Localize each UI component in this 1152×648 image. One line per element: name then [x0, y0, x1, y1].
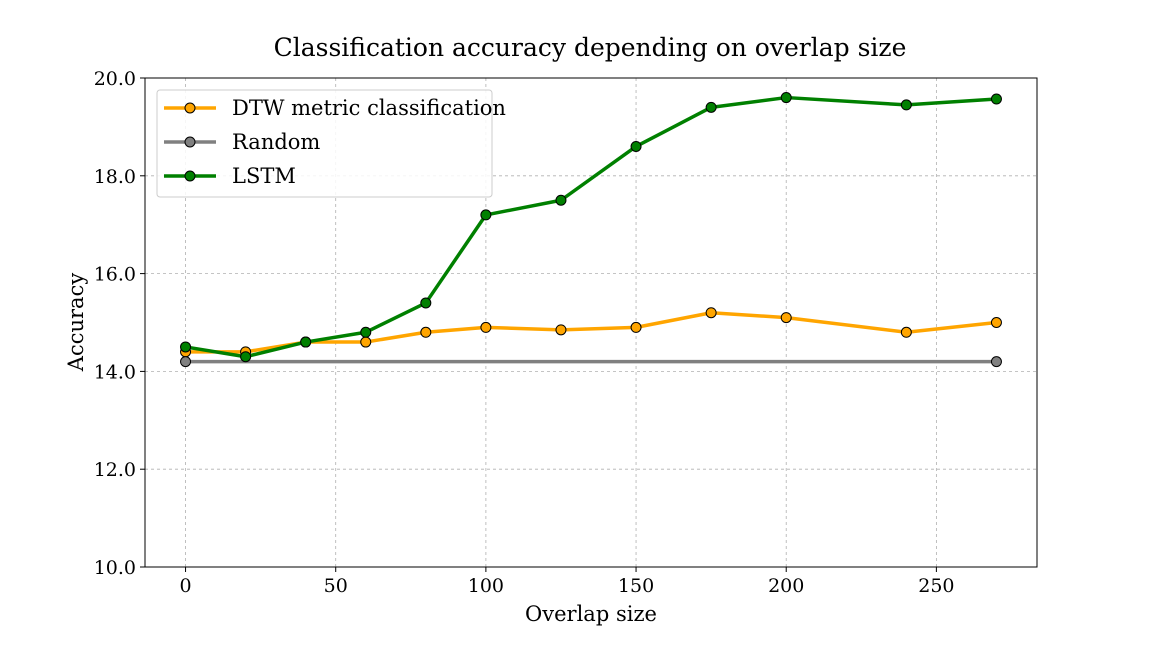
data-point: [630, 140, 642, 152]
legend-label: DTW metric classification: [232, 96, 506, 120]
y-tick-label: 18.0: [94, 166, 136, 188]
legend: DTW metric classification Random LSTM: [156, 89, 506, 198]
series-random: [180, 356, 1002, 368]
series-dtw-metric-classification: [180, 307, 1002, 358]
data-point: [900, 99, 912, 111]
legend-marker: [184, 102, 196, 114]
y-tick-label: 16.0: [94, 264, 136, 286]
x-tick-label: 100: [468, 575, 504, 597]
y-tick-label: 12.0: [94, 459, 136, 481]
data-point: [555, 194, 567, 206]
y-tick-label: 20.0: [94, 68, 136, 90]
x-axis-label: Overlap size: [525, 602, 657, 626]
data-point: [900, 326, 912, 338]
data-point: [705, 307, 717, 319]
series-line: [185, 95, 997, 359]
legend-marker: [184, 170, 196, 182]
data-point: [360, 336, 372, 348]
x-tick-label: 150: [618, 575, 654, 597]
x-tick-label: 50: [324, 575, 348, 597]
data-point: [990, 356, 1002, 368]
x-tick-label: 250: [918, 575, 954, 597]
chart-title: Classification accuracy depending on ove…: [274, 33, 907, 62]
data-point: [555, 324, 567, 336]
data-point: [420, 297, 432, 309]
data-point: [240, 351, 252, 363]
plot-frame: [144, 77, 1038, 568]
x-tick-label: 200: [768, 575, 804, 597]
series-layer: [180, 92, 1002, 368]
data-point: [480, 209, 492, 221]
legend-box: [156, 89, 493, 198]
axis-ticks: 0 50 100 150 200 250 10.0 12.0 14.0 16.0 18.0 20.0: [94, 68, 955, 597]
y-tick-label: 10.0: [94, 557, 136, 579]
data-point: [480, 321, 492, 333]
data-point: [180, 356, 192, 368]
legend-label: Random: [232, 130, 320, 154]
data-point: [630, 321, 642, 333]
legend-label: LSTM: [232, 164, 296, 188]
y-axis-label: Accuracy: [64, 273, 88, 373]
data-point: [180, 341, 192, 353]
x-tick-label: 0: [179, 575, 191, 597]
data-point: [780, 92, 792, 104]
data-point: [990, 93, 1002, 105]
data-point: [990, 317, 1002, 328]
data-point: [420, 326, 432, 338]
series-lstm: [180, 92, 1002, 363]
data-point: [360, 326, 372, 338]
legend-marker: [184, 136, 196, 148]
data-point: [300, 336, 312, 348]
data-point: [705, 101, 717, 113]
data-point: [780, 312, 792, 324]
y-tick-label: 14.0: [94, 361, 136, 383]
